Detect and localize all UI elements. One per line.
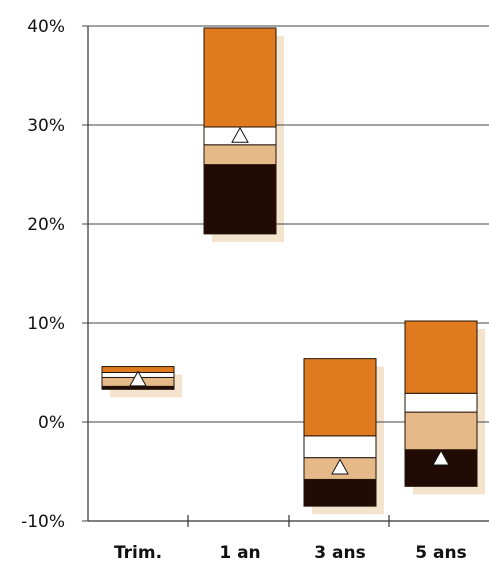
bar-segment-bottom: [203, 164, 277, 235]
bar-segment-lower-mid: [203, 144, 277, 166]
y-tick-label: 0%: [38, 413, 65, 433]
marker-triangle: [129, 370, 147, 387]
marker-triangle: [231, 126, 249, 143]
y-tick-label: 30%: [27, 116, 65, 136]
x-category-label: 3 ans: [314, 543, 365, 563]
y-tick-label: -10%: [21, 512, 65, 532]
marker-triangle: [331, 458, 349, 475]
y-tick-label: 20%: [27, 215, 65, 235]
y-tick-label: 10%: [27, 314, 65, 334]
x-category-label: 1 an: [219, 543, 260, 563]
x-category-label: Trim.: [114, 543, 162, 563]
bar-segment-top: [203, 27, 277, 128]
y-tick-label: 40%: [27, 17, 65, 37]
axis-layer: [87, 26, 489, 527]
bar-segment-top: [303, 358, 377, 437]
label-layer: 40% 30% 20% 10% 0% -10% Trim. 1 an 3 ans 5 ans: [21, 17, 467, 563]
bar-segment-upper-mid: [303, 435, 377, 459]
bar-segment-upper-mid: [404, 392, 478, 413]
bar-layer: [101, 27, 478, 507]
bar-segment-bottom: [303, 478, 377, 507]
marker-layer: [129, 126, 450, 475]
x-category-label: 5 ans: [415, 543, 466, 563]
marker-triangle: [432, 449, 450, 466]
bar-segment-lower-mid: [404, 411, 478, 451]
bar-segment-top: [404, 320, 478, 394]
